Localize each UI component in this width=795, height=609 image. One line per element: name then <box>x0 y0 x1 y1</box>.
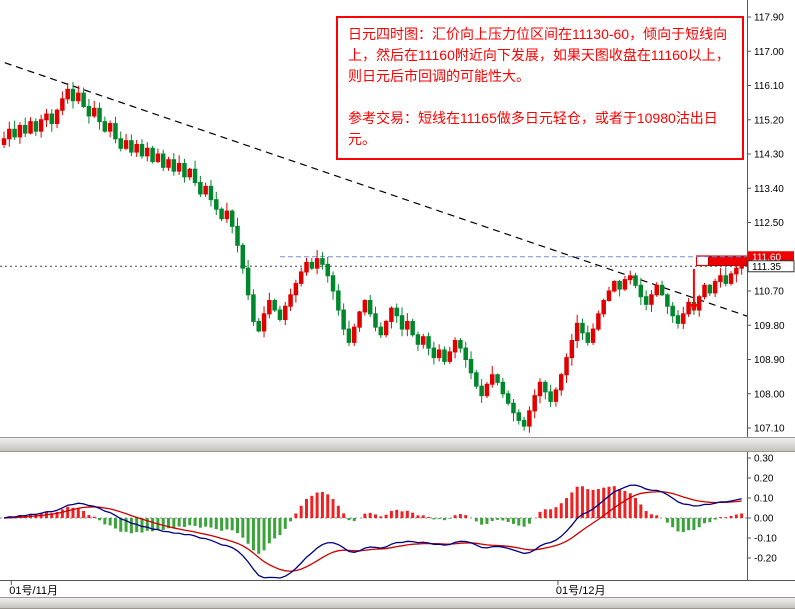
price-axis-label: 108.90 <box>754 355 785 366</box>
horizontal-scrollbar[interactable] <box>0 597 795 609</box>
macd-dea-line <box>3 491 742 572</box>
price-axis-label: 112.50 <box>754 218 784 229</box>
main-plot <box>0 60 747 433</box>
annotation-paragraph-analysis: 日元四时图：汇价向上压力位区间在11130-60，倾向于短线向上，然后在1116… <box>348 26 730 84</box>
candles-layer <box>1 81 744 433</box>
descending-trendline <box>0 60 747 317</box>
price-axis-label: 107.10 <box>754 424 785 435</box>
down-arrow <box>689 268 698 313</box>
macd-axis-label: 0.00 <box>754 514 774 525</box>
macd-plot <box>0 484 747 579</box>
price-axis-label: 116.10 <box>754 81 784 92</box>
svg-text:111.35: 111.35 <box>752 262 782 273</box>
price-axis-label: 108.00 <box>754 389 785 400</box>
macd-axis-label: -0.10 <box>754 534 777 545</box>
price-axis-label: 117.90 <box>754 13 784 24</box>
macd-histogram <box>7 486 744 554</box>
macd-axis: 0.30 0.20 0.10 0.00 -0.10 -0.20 <box>747 454 777 565</box>
macd-axis-label: -0.20 <box>754 554 777 565</box>
macd-axis-label: 0.10 <box>754 494 774 505</box>
price-axis-label: 113.40 <box>754 184 784 195</box>
panel-splitter-scrollbar[interactable] <box>0 437 795 452</box>
macd-axis-label: 0.20 <box>754 474 774 485</box>
svg-text:111.60: 111.60 <box>752 252 782 263</box>
price-axis-label: 115.20 <box>754 115 784 126</box>
price-axis: 117.90 117.00 116.10 115.20 114.30 113.40 112.… <box>747 0 795 580</box>
time-axis: 01号/11月 01号/12月 <box>9 581 605 597</box>
price-axis-label: 109.80 <box>754 321 785 332</box>
macd-axis-label: 0.30 <box>754 454 774 465</box>
price-axis-label: 114.30 <box>754 150 784 161</box>
price-axis-label: 117.00 <box>754 47 784 58</box>
price-axis-label: 110.70 <box>754 287 784 298</box>
price-tag-highlight: 111.60 <box>748 251 794 263</box>
x-axis-label: 01号/12月 <box>556 584 606 597</box>
price-tag-current: 111.35 <box>747 260 795 273</box>
annotation-box: 日元四时图：汇价向上压力位区间在11130-60，倾向于短线向上，然后在1116… <box>336 16 744 160</box>
x-axis-label: 01号/11月 <box>9 584 58 597</box>
macd-dif-line <box>3 484 742 579</box>
annotation-paragraph-trade: 参考交易：短线在11165做多日元轻仓，或者于10980沽出日元。 <box>348 110 718 147</box>
